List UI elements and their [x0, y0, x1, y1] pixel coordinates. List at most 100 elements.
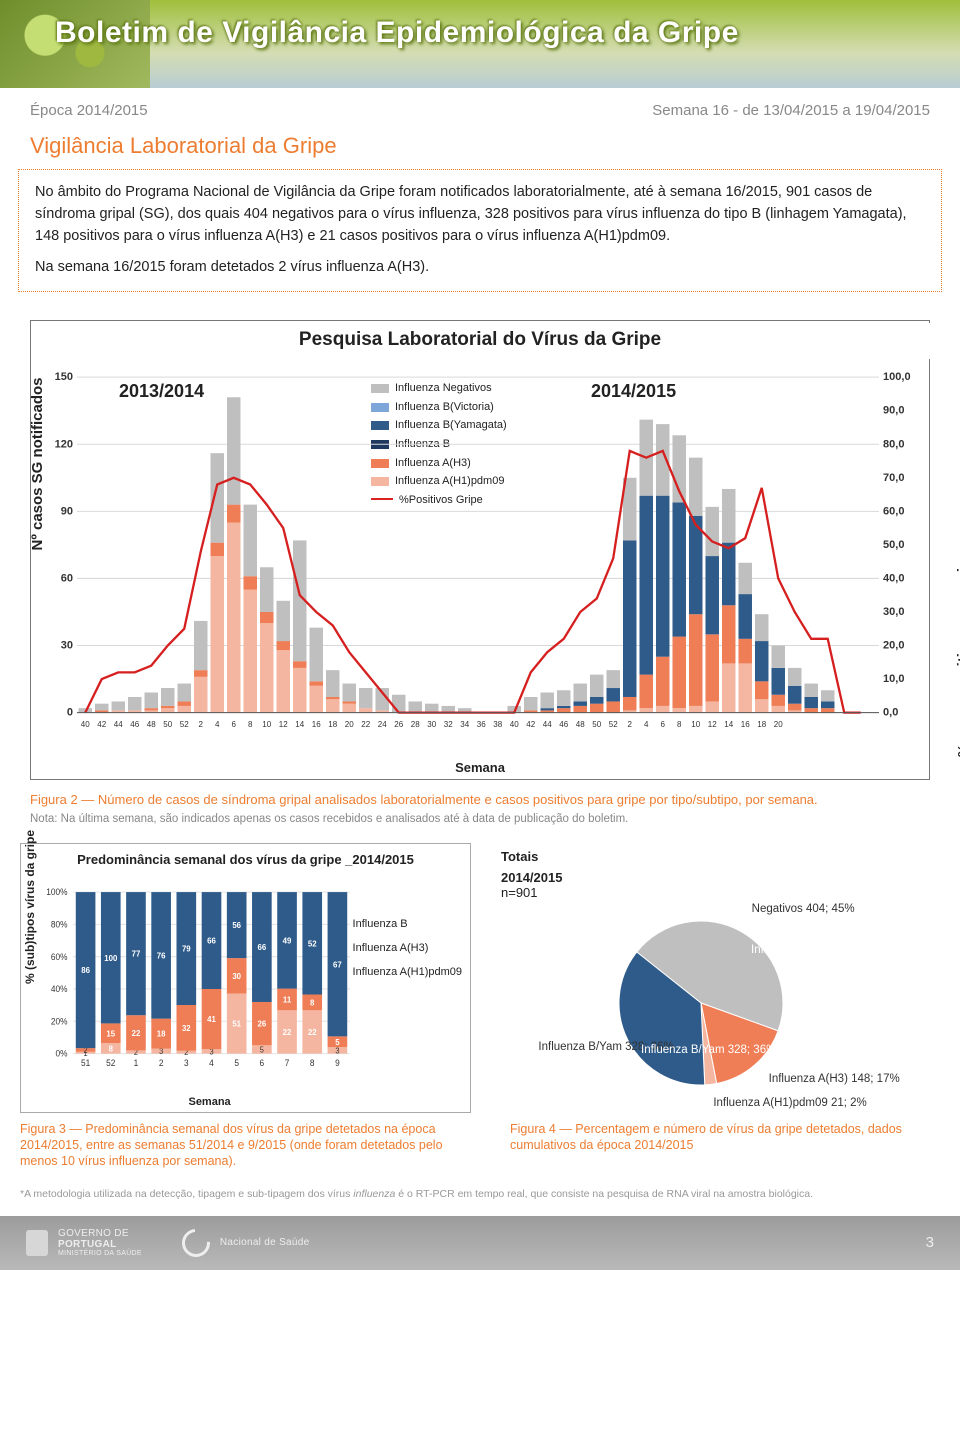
gov-line1: GOVERNO DE: [58, 1228, 142, 1239]
svg-text:8: 8: [677, 720, 682, 729]
svg-text:18: 18: [328, 720, 337, 729]
fig3-caption: Figura 3 — Predominância semanal dos vír…: [0, 1113, 490, 1170]
svg-text:70,0: 70,0: [883, 472, 904, 484]
svg-text:26: 26: [394, 720, 403, 729]
svg-text:38: 38: [493, 720, 502, 729]
svg-text:30,0: 30,0: [883, 606, 904, 618]
svg-text:50,0: 50,0: [883, 539, 904, 551]
svg-text:12: 12: [279, 720, 288, 729]
svg-text:20: 20: [345, 720, 354, 729]
body-text-box: No âmbito do Programa Nacional de Vigilâ…: [18, 169, 942, 292]
svg-text:90: 90: [61, 505, 73, 517]
fig2-caption: Figura 2 — Número de casos de síndroma g…: [0, 788, 960, 811]
fig2-note: Nota: Na última semana, são indicados ap…: [0, 811, 960, 843]
svg-text:20,0: 20,0: [883, 640, 904, 652]
svg-text:44: 44: [543, 720, 552, 729]
svg-text:28: 28: [411, 720, 420, 729]
svg-text:8: 8: [310, 998, 315, 1007]
svg-text:18: 18: [157, 1029, 166, 1038]
body-paragraph-2: Na semana 16/2015 foram detetados 2 víru…: [35, 257, 925, 279]
svg-text:56: 56: [232, 921, 241, 930]
svg-text:22: 22: [132, 1028, 141, 1037]
institute-ring-icon: [176, 1223, 215, 1262]
svg-text:2: 2: [628, 720, 633, 729]
stacked-pct-x-label: Semana: [188, 1096, 230, 1108]
svg-text:11: 11: [283, 995, 292, 1004]
svg-text:0%: 0%: [55, 1048, 67, 1058]
svg-text:0,0: 0,0: [883, 707, 898, 719]
svg-text:6: 6: [661, 720, 666, 729]
fig4-caption: Figura 4 — Percentagem e número de vírus…: [510, 1113, 960, 1170]
week-range-label: Semana 16 - de 13/04/2015 a 19/04/2015: [652, 102, 930, 119]
svg-text:26: 26: [258, 1019, 267, 1028]
svg-text:22: 22: [283, 1028, 292, 1037]
svg-text:2: 2: [159, 1057, 164, 1067]
main-chart-svg: 03060901201500,010,020,030,040,050,060,0…: [77, 369, 879, 735]
svg-text:3: 3: [184, 1057, 189, 1067]
svg-text:46: 46: [559, 720, 568, 729]
body-paragraph-1: No âmbito do Programa Nacional de Vigilâ…: [35, 182, 925, 247]
stacked-pct-y-label: % (sub)tipos vírus da gripe: [23, 830, 37, 984]
svg-text:18: 18: [757, 720, 766, 729]
svg-text:41: 41: [207, 1015, 216, 1024]
svg-text:36: 36: [477, 720, 486, 729]
svg-text:30: 30: [427, 720, 436, 729]
svg-text:6: 6: [232, 720, 237, 729]
svg-text:50: 50: [592, 720, 601, 729]
pie-slice-label: Negativos 404; 45%: [752, 902, 855, 916]
svg-text:15: 15: [106, 1029, 115, 1038]
svg-text:52: 52: [180, 720, 189, 729]
page-number: 3: [926, 1234, 934, 1251]
svg-text:60: 60: [61, 572, 73, 584]
svg-text:14: 14: [724, 720, 733, 729]
svg-text:40%: 40%: [51, 984, 68, 994]
svg-text:5: 5: [335, 1037, 340, 1046]
svg-text:67: 67: [333, 960, 342, 969]
svg-text:9: 9: [335, 1057, 340, 1067]
svg-text:4: 4: [209, 1057, 214, 1067]
svg-text:46: 46: [130, 720, 139, 729]
svg-text:2: 2: [199, 720, 204, 729]
svg-text:32: 32: [182, 1023, 191, 1032]
svg-text:22: 22: [308, 1028, 317, 1037]
institute-label: Nacional de Saúde: [220, 1237, 310, 1248]
svg-text:100,0: 100,0: [883, 371, 911, 383]
svg-text:10,0: 10,0: [883, 673, 904, 685]
svg-text:52: 52: [106, 1057, 115, 1067]
gov-shield-icon: [26, 1230, 48, 1256]
y1-axis-label: Nº casos SG notificados: [29, 378, 46, 551]
svg-text:5: 5: [260, 1045, 264, 1054]
svg-text:40: 40: [81, 720, 90, 729]
svg-text:14: 14: [295, 720, 304, 729]
svg-text:90,0: 90,0: [883, 405, 904, 417]
svg-text:24: 24: [378, 720, 387, 729]
svg-text:22: 22: [361, 720, 370, 729]
svg-text:30: 30: [61, 640, 73, 652]
svg-text:52: 52: [308, 939, 317, 948]
svg-text:66: 66: [207, 936, 216, 945]
svg-text:60%: 60%: [51, 951, 68, 961]
svg-text:44: 44: [114, 720, 123, 729]
pie-inside-label: Influenza B/Yam 328; 36%: [641, 1043, 776, 1057]
svg-text:7: 7: [285, 1057, 290, 1067]
svg-text:76: 76: [157, 951, 166, 960]
svg-text:77: 77: [132, 949, 141, 958]
svg-text:16: 16: [741, 720, 750, 729]
header-banner: Boletim de Vigilância Epidemiológica da …: [0, 0, 960, 88]
svg-text:0: 0: [67, 707, 73, 719]
main-chart: Pesquisa Laboratorial do Vírus da Gripe …: [30, 320, 930, 780]
svg-text:120: 120: [55, 438, 73, 450]
svg-text:80%: 80%: [51, 919, 68, 929]
x-axis-label: Semana: [455, 760, 505, 775]
pie-chart: Totais 2014/2015 n=901 Negativos 404; 45…: [491, 843, 940, 1113]
svg-text:34: 34: [460, 720, 469, 729]
stacked-pct-svg: 0%20%40%60%80%100%1286518151005222277131…: [73, 888, 350, 1072]
methodology-footnote: *A metodologia utilizada na detecção, ti…: [0, 1178, 960, 1216]
svg-text:86: 86: [81, 966, 90, 975]
svg-text:52: 52: [609, 720, 618, 729]
svg-text:42: 42: [526, 720, 535, 729]
svg-text:10: 10: [262, 720, 271, 729]
svg-text:49: 49: [283, 936, 292, 945]
svg-text:4: 4: [215, 720, 220, 729]
svg-text:50: 50: [163, 720, 172, 729]
